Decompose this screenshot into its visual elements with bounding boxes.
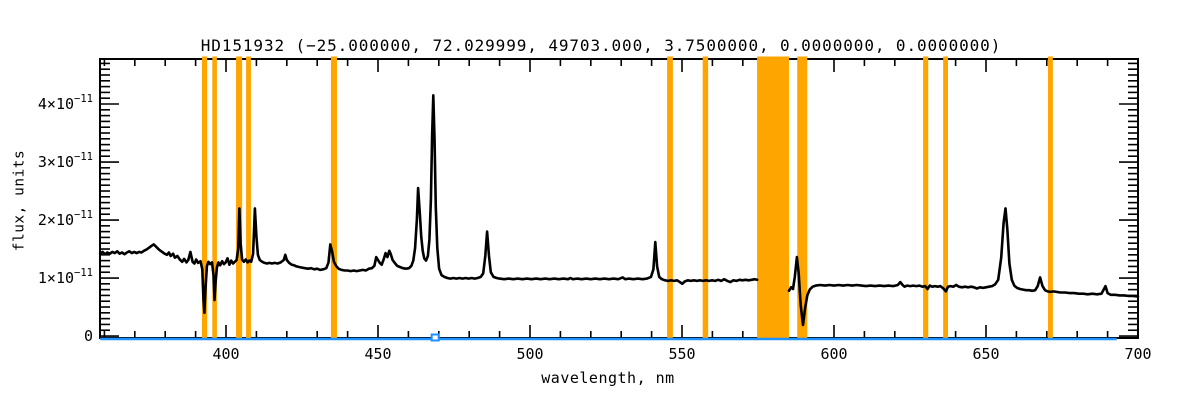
spectrum-segment [98, 94, 759, 315]
plot-box [99, 58, 1139, 339]
axis-ticks [100, 59, 1139, 338]
telluric-band [702, 56, 709, 338]
x-tick-label: 700 [1124, 345, 1151, 363]
y-axis-label: flux, units [11, 149, 28, 252]
telluric-bands [201, 56, 1053, 338]
spectrum-line [98, 94, 1140, 327]
telluric-band [201, 56, 208, 338]
y-tick-label: 4×10−11 [38, 93, 93, 113]
x-tick-label: 550 [668, 345, 695, 363]
y-tick-label: 2×10−11 [38, 209, 93, 229]
telluric-band [236, 56, 243, 338]
y-tick-label: 0 [84, 327, 93, 345]
x-tick-label: 450 [364, 345, 391, 363]
telluric-band [923, 56, 929, 338]
telluric-band [943, 56, 949, 338]
telluric-band [757, 56, 790, 338]
x-tick-label: 600 [820, 345, 847, 363]
zero-line-marker [430, 333, 440, 342]
x-tick-label: 650 [972, 345, 999, 363]
x-tick-label: 400 [212, 345, 239, 363]
x-tick-labels: 400 450 500 550 600 650 700 [212, 345, 1151, 363]
y-tick-labels: 0 1×10−11 2×10−11 3×10−11 4×10−11 [38, 93, 93, 345]
y-tick-label: 3×10−11 [38, 151, 93, 171]
telluric-band [1048, 56, 1053, 338]
spectrum-segment [787, 207, 1140, 327]
chart-title: HD151932 (−25.000000, 72.029999, 49703.0… [200, 36, 1002, 55]
plot-border [99, 58, 1139, 339]
x-axis-label: wavelength, nm [541, 369, 675, 387]
zero-flux-line [100, 333, 1117, 342]
telluric-band [246, 56, 251, 338]
telluric-band [667, 56, 673, 338]
telluric-band [797, 56, 808, 338]
telluric-band [330, 56, 337, 338]
telluric-band [212, 56, 217, 338]
x-tick-label: 500 [516, 345, 543, 363]
y-tick-label: 1×10−11 [38, 267, 93, 287]
